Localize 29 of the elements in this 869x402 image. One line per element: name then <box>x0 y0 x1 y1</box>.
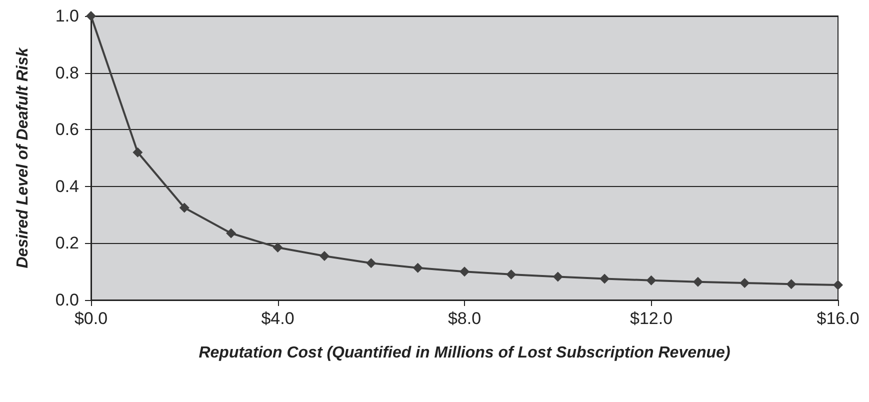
point <box>552 272 563 282</box>
point <box>460 266 470 277</box>
point <box>132 147 143 158</box>
x-tick-label: $4.0 <box>261 309 294 328</box>
point <box>600 274 610 284</box>
point <box>319 250 330 261</box>
x-tick-label: $8.0 <box>448 309 482 328</box>
y-axis-title: Desired Level of Deafult Risk <box>14 46 32 268</box>
point <box>412 262 423 273</box>
point <box>833 280 843 290</box>
point <box>506 269 516 280</box>
y-tick-label: 0.0 <box>55 290 79 310</box>
y-tick-label: 0.4 <box>55 176 79 196</box>
point <box>740 278 750 288</box>
point <box>366 258 376 268</box>
y-tick-label: 0.6 <box>55 120 79 140</box>
x-tick-label: $16.0 <box>816 309 860 328</box>
point <box>646 275 656 286</box>
x-tick-label: $0.0 <box>74 309 108 328</box>
point <box>786 279 796 290</box>
y-tick-label: 1.0 <box>55 6 79 26</box>
y-tick-label: 0.2 <box>55 234 79 253</box>
point <box>179 202 190 213</box>
x-axis-title: Reputation Cost (Quantified in Millions of Lost Subscription Revenue) <box>198 344 730 362</box>
point <box>226 228 236 238</box>
point <box>272 242 283 252</box>
y-tick-label: 0.8 <box>55 63 79 82</box>
point <box>692 276 703 287</box>
x-tick-label: $12.0 <box>630 309 673 328</box>
